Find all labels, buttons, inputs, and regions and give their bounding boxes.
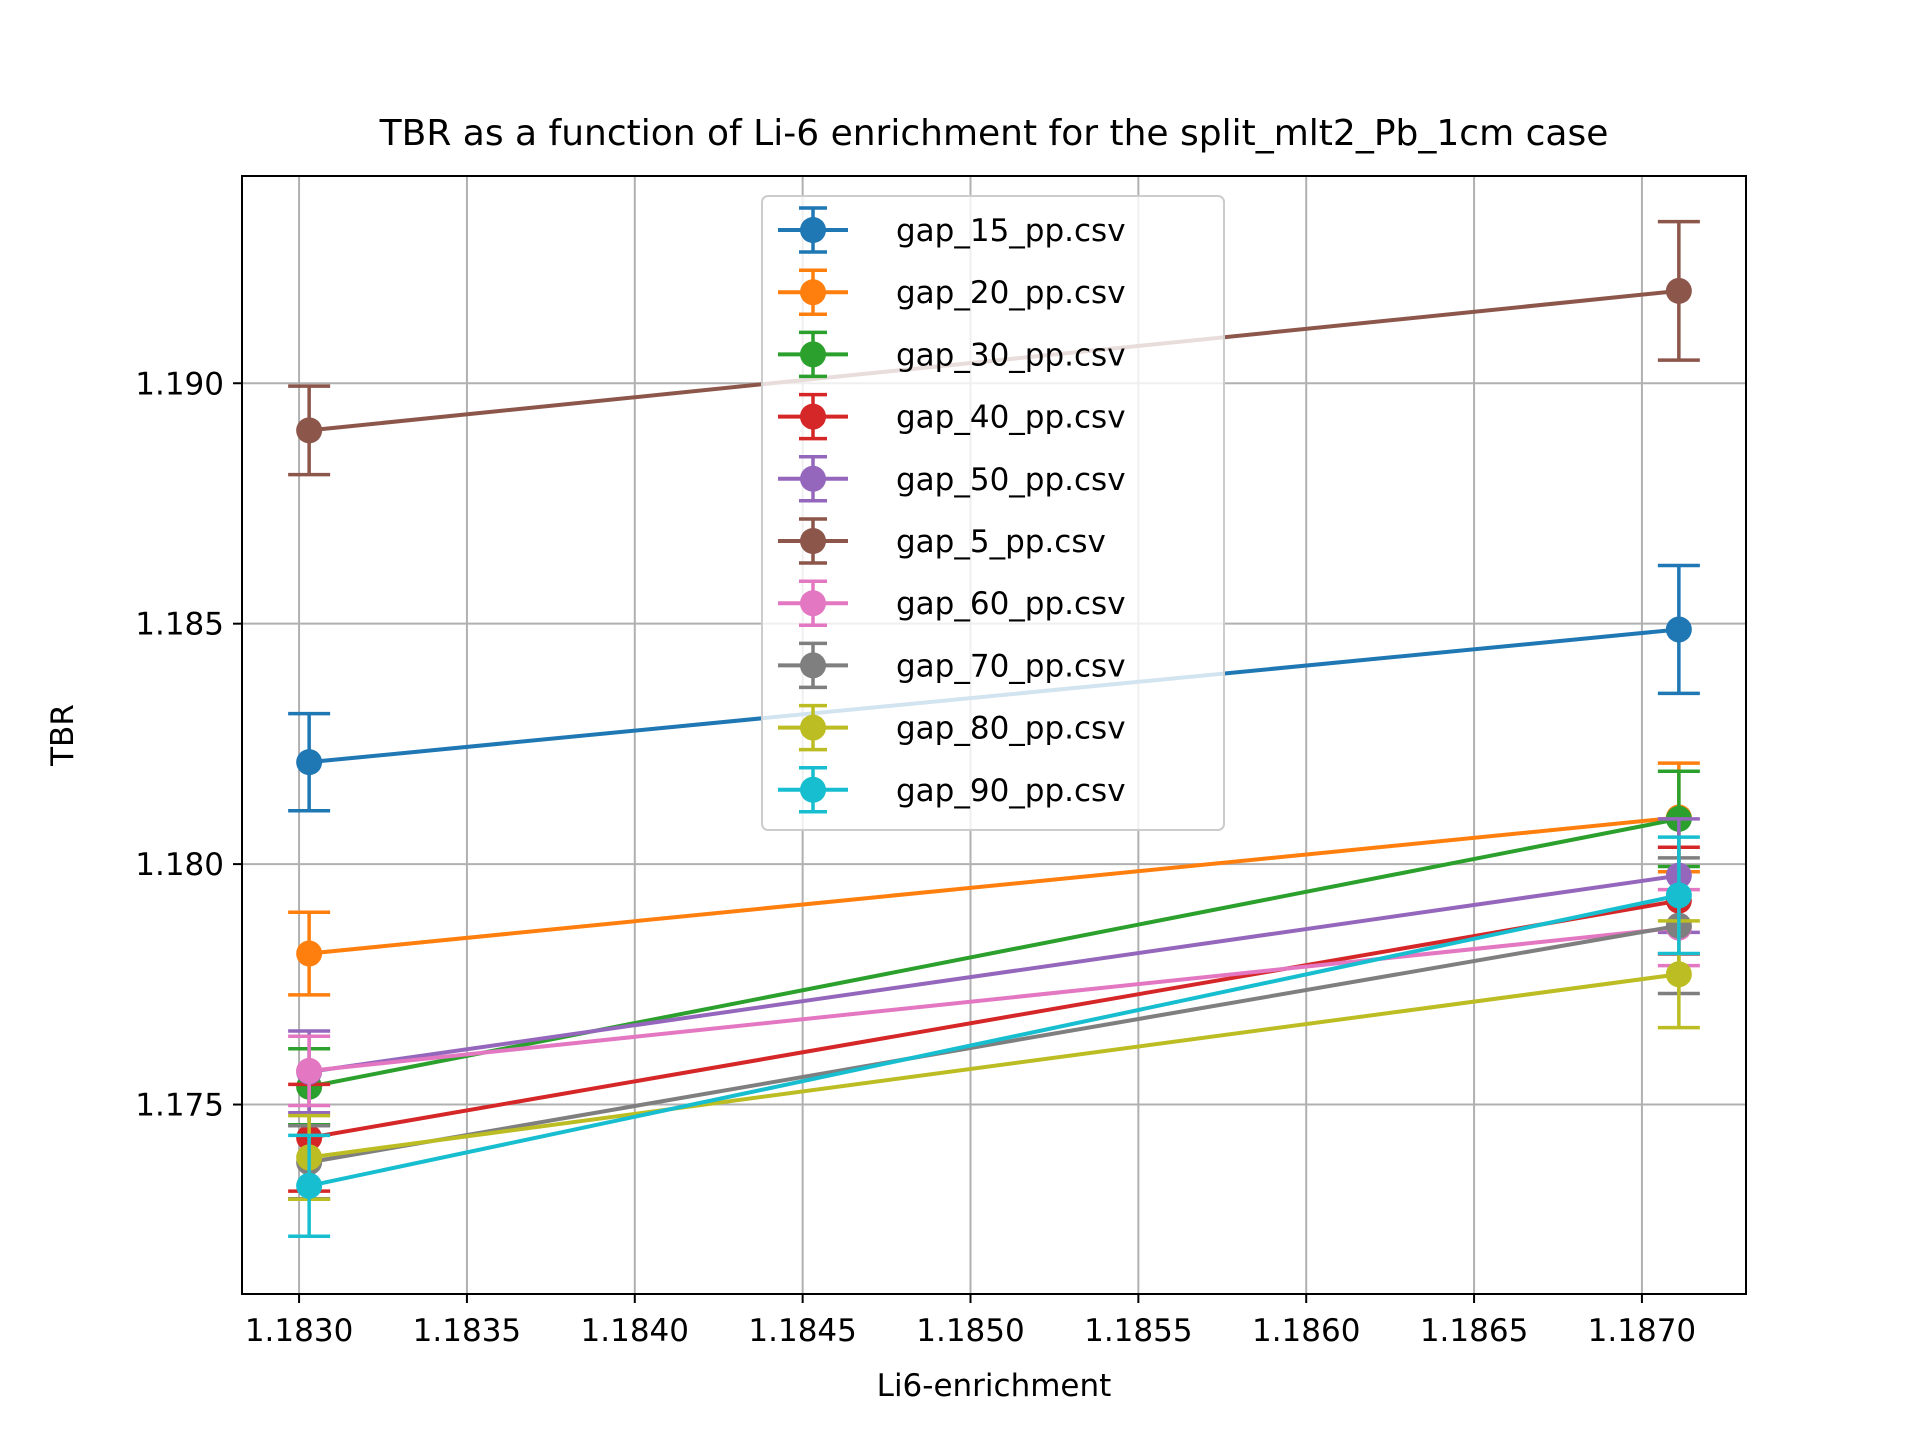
legend-marker: [800, 341, 826, 368]
plot-frame: [241, 175, 1747, 1295]
series-line: [308, 925, 1680, 1073]
legend-label: gap_80_pp.csv: [896, 711, 1126, 747]
legend-marker: [800, 652, 826, 679]
legend-entry: gap_5_pp.csv: [778, 517, 1106, 565]
y-tick-label: 1.190: [135, 366, 224, 402]
legend-label: gap_50_pp.csv: [896, 462, 1126, 498]
legend-label: gap_30_pp.csv: [896, 337, 1126, 373]
legend-entry: gap_70_pp.csv: [778, 641, 1126, 690]
data-point: [1665, 277, 1692, 304]
legend-entry: gap_15_pp.csv: [778, 206, 1126, 254]
x-tick-label: 1.1845: [748, 1313, 856, 1349]
chart-title: TBR as a function of Li-6 enrichment for…: [379, 113, 1609, 154]
axis-ticks: 1.1830 1.1835 1.1840 1.1845 1.1850 1.1855 1.18…: [135, 366, 1696, 1349]
x-tick-label: 1.1850: [916, 1313, 1024, 1349]
y-tick-label: 1.185: [135, 607, 224, 643]
x-axis-label: Li6-enrichment: [877, 1368, 1112, 1404]
data-point: [296, 1057, 323, 1084]
x-tick-label: 1.1865: [1420, 1313, 1528, 1349]
x-tick-label: 1.1870: [1588, 1313, 1696, 1349]
series-line: [308, 816, 1680, 1089]
plot-series: [288, 219, 1700, 1239]
legend-entry: gap_40_pp.csv: [778, 392, 1126, 441]
y-axis-label: TBR: [45, 704, 81, 767]
legend-marker: [800, 776, 826, 803]
legend-marker: [800, 217, 826, 243]
series-line: [308, 893, 1680, 1188]
legend-entry: gap_80_pp.csv: [778, 703, 1126, 752]
x-tick-label: 1.1835: [413, 1313, 521, 1349]
legend-entry: gap_90_pp.csv: [778, 766, 1126, 814]
x-tick-label: 1.1855: [1084, 1313, 1192, 1349]
legend-label: gap_70_pp.csv: [896, 648, 1126, 684]
legend-entry: gap_60_pp.csv: [778, 579, 1126, 627]
series-line: [308, 898, 1680, 1140]
legend-label: gap_40_pp.csv: [896, 400, 1126, 436]
x-tick-label: 1.1840: [581, 1313, 689, 1349]
legend-marker: [800, 279, 826, 306]
series-line: [308, 873, 1680, 1074]
legend-label: gap_15_pp.csv: [896, 213, 1126, 249]
legend-box: [761, 195, 1225, 831]
grid-lines: [242, 176, 1746, 1294]
legend-label: gap_5_pp.csv: [896, 524, 1106, 560]
legend-entry: gap_20_pp.csv: [778, 268, 1126, 316]
legend-label: gap_60_pp.csv: [896, 586, 1126, 622]
data-point: [296, 940, 323, 967]
data-point: [296, 417, 323, 444]
legend-marker: [800, 714, 826, 741]
data-point: [1665, 616, 1692, 643]
legend-entry: gap_30_pp.csv: [778, 330, 1126, 379]
series-line: [308, 972, 1680, 1160]
x-tick-label: 1.1860: [1252, 1313, 1360, 1349]
legend-entry: gap_50_pp.csv: [778, 455, 1126, 503]
legend: gap_15_pp.csv gap_20_pp.csv gap_30_pp.csvg…: [761, 195, 1225, 831]
data-point: [296, 749, 323, 776]
data-point: [296, 1172, 323, 1199]
series-line: [308, 923, 1680, 1165]
x-tick-label: 1.1830: [245, 1313, 353, 1349]
legend-label: gap_90_pp.csv: [896, 773, 1126, 809]
legend-marker: [800, 465, 826, 492]
legend-marker: [800, 590, 826, 617]
series-gap_90_pp.csv: [288, 835, 1700, 1239]
data-point: [1665, 882, 1692, 909]
legend-label: gap_20_pp.csv: [896, 275, 1126, 311]
legend-marker: [800, 528, 826, 554]
y-tick-label: 1.175: [135, 1088, 224, 1124]
data-point: [1665, 961, 1692, 988]
y-tick-label: 1.180: [135, 847, 224, 883]
legend-marker: [800, 403, 826, 430]
series-line: [308, 815, 1680, 956]
